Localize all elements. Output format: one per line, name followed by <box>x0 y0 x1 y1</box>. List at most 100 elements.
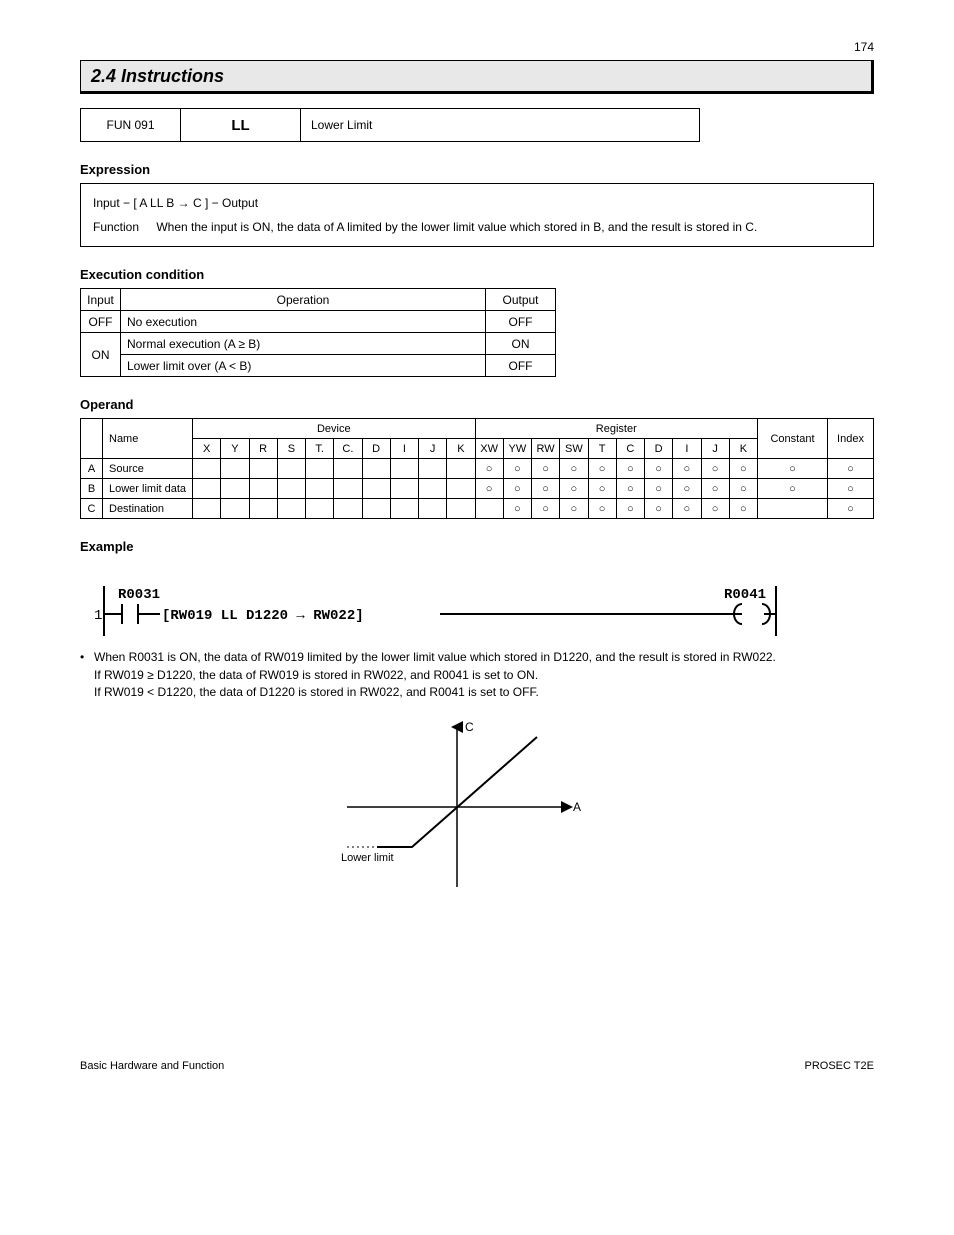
expression-box: Input − [ A LL B → C ] − Output Function… <box>80 183 874 247</box>
blank-cell <box>81 419 103 459</box>
cell: OFF <box>486 355 556 377</box>
cell: OFF <box>81 311 121 333</box>
operand-col: T. <box>306 439 334 459</box>
cell <box>249 459 277 479</box>
cell: ○ <box>729 499 757 519</box>
cell: ○ <box>616 479 644 499</box>
cell <box>447 499 475 519</box>
lower-limit-label: Lower limit <box>341 852 394 864</box>
register-group: Register <box>475 419 758 439</box>
ladder-svg: 1 R0031 [RW019 LL D1220 → RW022] R0041 <box>80 582 780 640</box>
cell: ○ <box>588 479 616 499</box>
cell: ON <box>486 333 556 355</box>
operand-col: SW <box>560 439 588 459</box>
table-row: ON Normal execution (A ≥ B) ON <box>81 333 556 355</box>
cell-op-h: Operation <box>121 289 486 311</box>
cell: ○ <box>828 479 874 499</box>
section-title-text: 2.4 Instructions <box>91 66 224 87</box>
cell: ○ <box>701 459 729 479</box>
cell <box>306 459 334 479</box>
cell: ○ <box>729 479 757 499</box>
example-explanation: • When R0031 is ON, the data of RW019 li… <box>80 650 874 699</box>
operand-col: Y <box>221 439 249 459</box>
bullet-text: When R0031 is ON, the data of RW019 limi… <box>94 650 874 664</box>
operand-col: J <box>701 439 729 459</box>
instruction-header-row: FUN 091 LL Lower Limit <box>80 108 700 142</box>
cell <box>447 479 475 499</box>
cell: ○ <box>701 479 729 499</box>
cell: ○ <box>673 499 701 519</box>
cell <box>334 499 362 519</box>
cell: ○ <box>673 459 701 479</box>
x-axis-label: A <box>573 800 581 814</box>
cell <box>362 499 390 519</box>
operand-heading: Operand <box>80 397 874 412</box>
expression-line1: Input − [ A LL B → C ] − Output <box>93 194 861 212</box>
operand-col: I <box>673 439 701 459</box>
operand-col: X <box>193 439 221 459</box>
bullet-dot: • <box>80 650 94 664</box>
cell <box>362 479 390 499</box>
cell <box>193 459 221 479</box>
function-body: When the input is ON, the data of A limi… <box>156 218 854 236</box>
left-contact-label: R0031 <box>118 587 160 603</box>
cell <box>193 499 221 519</box>
rung-number: 1 <box>94 608 102 624</box>
operand-col: R <box>249 439 277 459</box>
table-row: OFF No execution OFF <box>81 311 556 333</box>
cell <box>419 459 447 479</box>
cell <box>277 479 305 499</box>
expression-line2: Function When the input is ON, the data … <box>93 218 861 236</box>
limit-graph: C A Lower limit <box>337 717 617 900</box>
cell <box>306 499 334 519</box>
cell: OFF <box>486 311 556 333</box>
execution-heading: Execution condition <box>80 267 874 282</box>
cell <box>390 499 418 519</box>
right-coil-label: R0041 <box>724 587 766 603</box>
cell: ○ <box>673 479 701 499</box>
ladder-diagram: 1 R0031 [RW019 LL D1220 → RW022] R0041 <box>80 582 874 640</box>
cell: ○ <box>588 499 616 519</box>
table-row: XYRST.C.DIJKXWYWRWSWTCDIJK <box>81 439 874 459</box>
cell: ○ <box>645 459 673 479</box>
cell: No execution <box>121 311 486 333</box>
cell <box>249 479 277 499</box>
exp-body: [ A LL B → C ] <box>133 196 208 210</box>
cell: ○ <box>503 459 531 479</box>
cell: Lower limit over (A < B) <box>121 355 486 377</box>
name-col-header: Name <box>103 419 193 459</box>
explain-line: If RW019 < D1220, the data of D1220 is s… <box>80 685 874 699</box>
cell: ○ <box>828 499 874 519</box>
explain-line: If RW019 ≥ D1220, the data of RW019 is s… <box>80 668 874 682</box>
cell <box>419 499 447 519</box>
cell-input-h: Input <box>81 289 121 311</box>
operand-col: XW <box>475 439 503 459</box>
operand-col: C <box>616 439 644 459</box>
cell <box>334 459 362 479</box>
page-number: 174 <box>854 40 874 54</box>
cell <box>221 499 249 519</box>
cell: ○ <box>503 499 531 519</box>
bullet-line: • When R0031 is ON, the data of RW019 li… <box>80 650 874 664</box>
table-row: Name Device Register Constant Index <box>81 419 874 439</box>
example-heading: Example <box>80 539 874 554</box>
cell: C <box>81 499 103 519</box>
cell <box>447 459 475 479</box>
index-col: Index <box>828 419 874 459</box>
footer-left: Basic Hardware and Function <box>80 1060 224 1072</box>
cell: ○ <box>560 459 588 479</box>
operand-col: K <box>729 439 757 459</box>
operand-col: I <box>390 439 418 459</box>
cell <box>306 479 334 499</box>
device-group: Device <box>193 419 476 439</box>
operand-table: Name Device Register Constant Index XYR S… <box>80 418 874 519</box>
cell: ○ <box>758 459 828 479</box>
operand-col: YW <box>503 439 531 459</box>
cell <box>390 479 418 499</box>
cell: ○ <box>701 499 729 519</box>
constant-col: Constant <box>758 419 828 459</box>
cell <box>193 479 221 499</box>
fun-description: Lower Limit <box>301 109 699 141</box>
ladder-body: [RW019 LL D1220 → RW022] <box>162 608 364 624</box>
function-label: Function <box>93 218 153 236</box>
